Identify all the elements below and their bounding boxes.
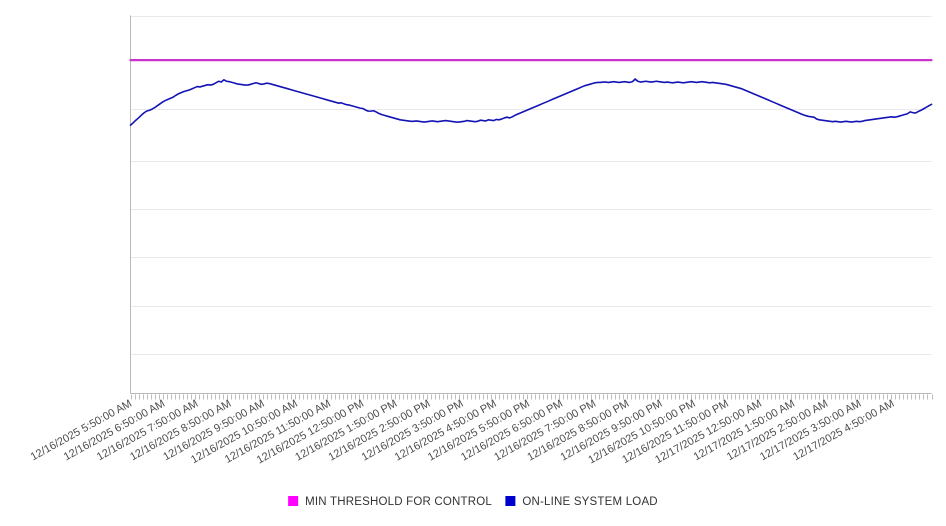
legend-swatch-1 — [505, 496, 516, 506]
legend-label-1: ON-LINE SYSTEM LOAD — [522, 496, 657, 508]
x-axis-minor-ticks — [131, 394, 933, 400]
series-line-online-system-load — [129, 78, 933, 126]
legend-swatch-0 — [288, 496, 299, 506]
chart-legend: MIN THRESHOLD FOR CONTROL ON-LINE SYSTEM … — [288, 496, 658, 508]
chart-axes — [130, 15, 932, 394]
chart-series — [129, 59, 933, 126]
legend-label-0: MIN THRESHOLD FOR CONTROL — [305, 496, 492, 508]
gridlines — [130, 16, 932, 355]
